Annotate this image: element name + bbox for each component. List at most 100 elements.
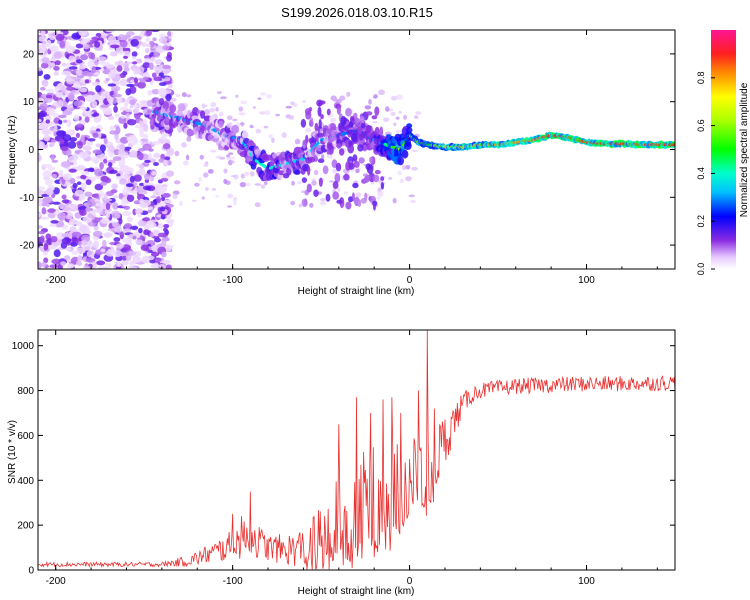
spectrogram-noise-cell: [124, 223, 133, 229]
spectrogram-noise-cell: [120, 47, 131, 51]
spectrogram-scatter-cell: [215, 155, 222, 159]
spectrogram-noise-cell: [116, 173, 121, 177]
spectrogram-noise-cell: [147, 89, 153, 96]
spectrogram-scatter-cell: [313, 169, 319, 176]
spectrogram-noise-cell: [103, 137, 108, 145]
spectrogram-noise-cell: [86, 91, 95, 96]
spectrogram-noise-cell: [50, 62, 56, 68]
snr-y-tick-label: 400: [17, 476, 34, 487]
spectrogram-noise-cell: [42, 170, 52, 178]
spectrogram-noise-cell: [110, 39, 120, 44]
spectrogram-noise-cell: [71, 32, 81, 40]
spectrogram-noise-cell: [67, 204, 75, 208]
spectrogram-noise-cell: [99, 162, 104, 170]
spectrogram-scatter-cell: [211, 187, 217, 191]
spectrogram-noise-cell: [123, 55, 128, 60]
spectrogram-noise-cell: [158, 158, 165, 164]
spectrogram-noise-cell: [123, 169, 129, 175]
spectrogram-noise-cell: [122, 188, 129, 196]
spectrogram-noise-cell: [70, 177, 76, 183]
spectrogram-noise-cell: [80, 174, 87, 180]
spectrogram-noise-cell: [54, 51, 63, 59]
spectrogram-noise-cell: [136, 152, 144, 160]
spectrogram-scatter-cell: [204, 109, 211, 115]
spectrogram-noise-cell: [79, 78, 87, 84]
spectrogram-noise-cell: [154, 59, 163, 65]
spectrogram-scatter-cell: [392, 197, 397, 204]
spectrogram-tail-cell: [326, 108, 331, 116]
spectrogram-noise-cell: [108, 150, 115, 158]
spectrogram-noise-cell: [38, 153, 41, 162]
spectrogram-tail-cell: [374, 169, 381, 175]
spectrogram-tail-cell: [335, 162, 342, 172]
spectrogram-scatter-cell: [185, 154, 190, 161]
spectrogram-scatter-cell: [220, 96, 227, 100]
spectrogram-scatter-cell: [268, 134, 274, 139]
spectrogram-tail-cell: [373, 137, 379, 145]
spectrogram-noise-cell: [41, 62, 49, 69]
spectrogram-scatter-cell: [291, 180, 295, 186]
spectrogram-noise-cell: [61, 70, 72, 76]
spectrogram-scatter-cell: [363, 163, 367, 166]
snr-x-tick-label: -100: [223, 576, 243, 587]
spectrogram-noise-cell: [58, 119, 63, 125]
spectrogram-noise-cell: [60, 146, 69, 152]
spectrogram-noise-cell: [108, 162, 113, 168]
spectrogram-noise-cell: [164, 76, 170, 82]
spectrogram-noise-cell: [136, 67, 141, 75]
spectrogram-noise-cell: [39, 103, 48, 109]
spectrogram-noise-cell: [132, 61, 138, 65]
spectrogram-noise-cell: [151, 88, 160, 95]
spectrogram-scatter-cell: [281, 132, 287, 139]
spectrogram-noise-cell: [53, 124, 58, 132]
spectrogram-noise-cell: [117, 34, 126, 42]
spectrogram-noise-cell: [55, 33, 65, 42]
spectrogram-noise-cell: [108, 71, 116, 79]
spectrogram-ridge-halo: [188, 129, 195, 137]
snr-x-tick-label: 100: [578, 576, 595, 587]
spectrogram-x-axis: -200 -100 0 100: [46, 30, 658, 286]
spectrogram-noise-cell: [105, 30, 116, 33]
spectrogram-noise-cell: [147, 109, 151, 114]
spectrogram-noise-cell: [85, 257, 96, 263]
spectrogram-noise-cell: [50, 236, 58, 243]
spectrogram-noise-cell: [41, 261, 47, 268]
spectrogram-tail-cell: [336, 143, 342, 149]
spectrogram-noise-cell: [118, 158, 126, 166]
spectrogram-noise-cell: [84, 191, 93, 197]
spectrogram-noise-cell: [148, 62, 154, 70]
spectrogram-noise-cell: [142, 62, 151, 69]
spectrogram-noise-cell: [115, 266, 122, 269]
spectrogram-noise-cell: [140, 30, 145, 35]
spectrogram-noise-cell: [153, 262, 159, 269]
spectrogram-scatter-cell: [398, 110, 402, 114]
spectrogram-scatter-cell: [411, 149, 418, 152]
spectrogram-noise-cell: [157, 232, 167, 238]
spectrogram-noise-cell: [163, 227, 168, 232]
spectrogram-noise-cell: [41, 44, 47, 53]
spectrogram-noise-cell: [41, 57, 50, 64]
spectrogram-noise-cell: [76, 247, 86, 254]
spectrogram-noise-cell: [58, 114, 67, 119]
spectrogram-scatter-cell: [346, 91, 351, 97]
spectrogram-noise-cell: [76, 181, 82, 185]
spectrogram-noise-cell: [158, 264, 166, 268]
spectrogram-tail-cell: [326, 148, 331, 155]
spectrogram-ridge-halo: [246, 157, 253, 163]
spectrogram-noise-cell: [162, 45, 170, 51]
spectrogram-noise-cell: [138, 164, 145, 169]
spectrogram-ridge-halo: [226, 122, 233, 128]
spectrogram-noise-cell: [105, 77, 110, 82]
spectrogram-noise-cell: [67, 155, 78, 163]
spectrogram-tail-cell: [309, 119, 313, 125]
spectrogram-noise-cell: [75, 43, 84, 49]
spectrogram-noise-cell: [94, 168, 104, 177]
spectrogram-ridge-halo: [405, 127, 413, 133]
spectrogram-noise-cell: [43, 243, 49, 251]
spectrogram-noise-cell: [141, 42, 147, 47]
spectrogram-noise-cell: [94, 175, 101, 180]
spectrogram-noise-cell: [77, 141, 83, 149]
spectrogram-tail-cell: [366, 164, 374, 175]
spectrogram-scatter-cell: [201, 196, 205, 200]
spectrogram-noise-cell: [92, 132, 99, 138]
